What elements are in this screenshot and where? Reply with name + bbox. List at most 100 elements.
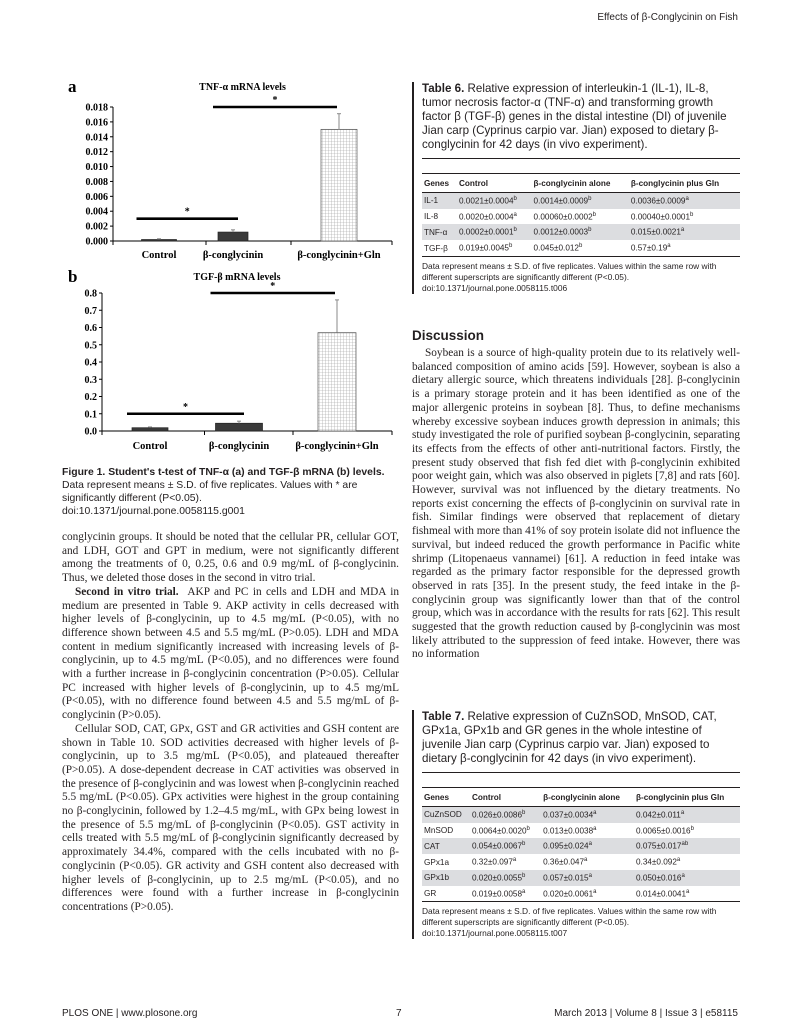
- value-cell: 0.026±0.0086b: [469, 806, 542, 823]
- discussion-text: Soybean is a source of high-quality prot…: [412, 347, 740, 662]
- value-cell: 0.050±0.016a: [634, 869, 740, 886]
- bar: [320, 128, 358, 242]
- table-row: TGF-β 0.019±0.0045b 0.045±0.012b 0.57±0.19a: [422, 240, 740, 257]
- bar: [141, 239, 177, 242]
- table-doi[interactable]: doi:10.1371/journal.pone.0058115.t007: [422, 928, 568, 939]
- gene-cell: CuZnSOD: [422, 806, 470, 823]
- table-row: GPx1a 0.32±0.097a 0.36±0.047a 0.34±0.092a: [422, 854, 740, 870]
- y-tick-label: 0.5: [85, 340, 98, 351]
- value-cell: 0.075±0.017ab: [634, 838, 740, 855]
- significance-marker: *: [183, 402, 188, 413]
- y-tick-label: 0.1: [85, 409, 98, 420]
- table-row: GPx1b 0.020±0.0055b 0.057±0.015a 0.050±0.01…: [422, 869, 740, 886]
- category-label: β-conglycinin: [209, 441, 270, 452]
- value-cell: 0.045±0.012b: [531, 240, 629, 257]
- y-tick-label: 0.6: [85, 323, 98, 334]
- table-title: Table 7. Relative expression of CuZnSOD,…: [422, 710, 740, 773]
- value-cell: 0.0064±0.0020b: [471, 825, 530, 836]
- table-7: Table 7. Relative expression of CuZnSOD,…: [412, 710, 740, 940]
- gene-cell: GPx1b: [422, 869, 470, 886]
- value-cell: 0.019±0.0058a: [469, 885, 542, 903]
- value-cell: 0.00060±0.0002b: [533, 211, 596, 222]
- figure-caption: Figure 1. Student's t-test of TNF-α (a) …: [62, 466, 399, 518]
- table-footnote: Data represent means ± S.D. of five repl…: [422, 260, 717, 293]
- significance-marker: *: [185, 207, 190, 218]
- table-row: TNF-α 0.0002±0.0001b 0.0012±0.0003b 0.015±0…: [422, 224, 740, 241]
- column-header: Genes: [422, 787, 470, 807]
- value-cell: 0.013±0.0038a: [543, 825, 597, 836]
- value-cell: 0.0021±0.0004b: [456, 192, 532, 209]
- value-cell: 0.057±0.015a: [541, 869, 634, 886]
- gene-cell: IL-8: [424, 212, 439, 222]
- value-cell: 0.36±0.047a: [543, 857, 588, 867]
- running-head: Effects of β-Conglycinin on Fish: [597, 12, 738, 23]
- paragraph: Soybean is a source of high-quality prot…: [412, 347, 740, 661]
- gene-cell: TNF-α: [422, 224, 457, 241]
- value-cell: 0.32±0.097a: [471, 857, 517, 867]
- value-cell: 0.0020±0.0004a: [458, 211, 517, 222]
- table-6: Table 6. Relative expression of interleu…: [412, 82, 740, 294]
- table-row: IL-1 0.0021±0.0004b 0.0014±0.0009b 0.0036±0…: [422, 192, 740, 209]
- bar: [131, 427, 169, 432]
- significance-marker: *: [270, 281, 275, 292]
- y-tick-label: 0.002: [86, 222, 109, 233]
- results-text: conglycinin groups. It should be noted t…: [62, 531, 399, 915]
- column-header: β-conglycinin plus Gln: [628, 173, 740, 193]
- category-label: Control: [142, 250, 177, 261]
- value-cell: 0.042±0.011a: [634, 806, 740, 823]
- y-tick-label: 0.014: [86, 132, 109, 143]
- y-tick-label: 0.008: [86, 177, 109, 188]
- table-row: CAT 0.054±0.0067b 0.095±0.024a 0.075±0.017a…: [422, 838, 740, 855]
- panel-label: b: [68, 267, 77, 286]
- y-tick-label: 0.010: [86, 162, 109, 173]
- paragraph: conglycinin groups. It should be noted t…: [62, 531, 399, 585]
- y-tick-label: 0.004: [86, 207, 109, 218]
- chart-svg: a TNF-α mRNA levels 0.000 0.002 0.004 0.006 0.…: [68, 77, 393, 261]
- category-label: β-conglycinin+Gln: [297, 250, 380, 261]
- section-heading: Discussion: [412, 328, 485, 343]
- page-number: 7: [396, 1008, 402, 1019]
- value-cell: 0.0036±0.0009a: [628, 192, 740, 209]
- footer-journal: PLOS ONE | www.plosone.org: [62, 1008, 198, 1019]
- value-cell: 0.00040±0.0001b: [630, 211, 694, 222]
- value-cell: 0.019±0.0045b: [456, 240, 532, 257]
- paragraph: Second in vitro trial. AKP and PC in cel…: [62, 585, 399, 722]
- category-label: β-conglycinin: [203, 250, 264, 261]
- value-cell: 0.0002±0.0001b: [456, 224, 532, 241]
- table-doi[interactable]: doi:10.1371/journal.pone.0058115.t006: [422, 282, 568, 293]
- significance-marker: *: [273, 95, 278, 106]
- bar: [217, 231, 249, 242]
- value-cell: 0.037±0.0034a: [541, 806, 634, 823]
- y-tick-label: 0.8: [85, 289, 98, 300]
- figure-doi[interactable]: doi:10.1371/journal.pone.0058115.g001: [62, 506, 245, 517]
- value-cell: 0.0014±0.0009b: [531, 192, 629, 209]
- column-header: Control: [469, 787, 542, 807]
- column-header: β-conglycinin alone: [541, 787, 634, 807]
- y-tick-label: 0.006: [86, 192, 109, 203]
- y-tick-label: 0.012: [86, 147, 109, 158]
- footer-issue: March 2013 | Volume 8 | Issue 3 | e58115: [554, 1008, 738, 1019]
- column-header: Control: [456, 173, 532, 193]
- bar: [215, 422, 263, 432]
- data-table: Genes Control β-conglycinin alone β-conglyc…: [422, 787, 740, 903]
- y-tick-label: 0.000: [86, 237, 109, 248]
- value-cell: 0.020±0.0055b: [469, 869, 542, 886]
- category-label: Control: [133, 441, 168, 452]
- gene-cell: CAT: [422, 838, 470, 855]
- gene-cell: TGF-β: [422, 240, 457, 257]
- y-tick-label: 0.2: [85, 392, 98, 403]
- value-cell: 0.020±0.0061a: [541, 885, 634, 903]
- panel-label: a: [68, 77, 77, 96]
- subheading: Second in vitro trial.: [75, 585, 179, 598]
- column-header: β-conglycinin plus Gln: [634, 787, 740, 807]
- column-header: Genes: [422, 173, 457, 193]
- value-cell: 0.095±0.024a: [541, 838, 634, 855]
- value-cell: 0.015±0.0021a: [628, 224, 740, 241]
- paragraph: Cellular SOD, CAT, GPx, GST and GR activ…: [62, 722, 399, 913]
- chart-title: TGF-β mRNA levels: [194, 272, 281, 283]
- table-row: MnSOD 0.0064±0.0020b 0.013±0.0038a 0.0065±0…: [422, 823, 740, 839]
- value-cell: 0.014±0.0041a: [634, 885, 740, 903]
- bar: [317, 332, 357, 432]
- figure-caption-text: Data represent means ± S.D. of five repl…: [62, 480, 358, 504]
- chart-title: TNF-α mRNA levels: [199, 82, 286, 93]
